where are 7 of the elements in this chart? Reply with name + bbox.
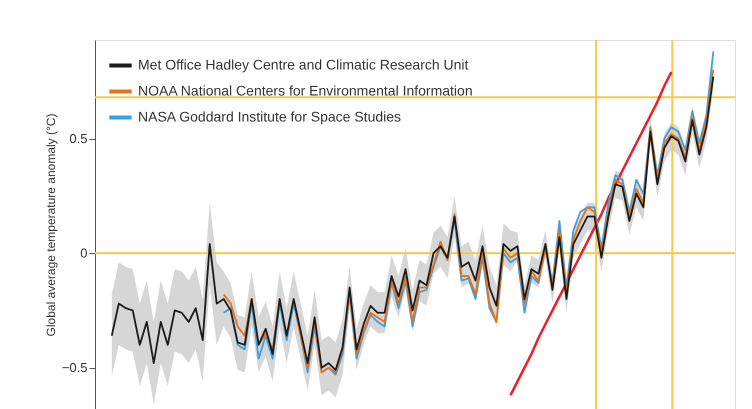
y-tick-label: 0.5 bbox=[69, 131, 88, 146]
y-axis-title: Global average temperature anomaly (°C) bbox=[44, 114, 58, 336]
y-tick-label: 0 bbox=[80, 246, 88, 261]
legend-label: NOAA National Centers for Environmental Information bbox=[138, 82, 473, 98]
legend-label: NASA Goddard Institute for Space Studies bbox=[138, 108, 402, 124]
legend-label: Met Office Hadley Centre and Climatic Research Unit bbox=[138, 56, 469, 72]
y-tick-label: −0.5 bbox=[62, 360, 88, 376]
